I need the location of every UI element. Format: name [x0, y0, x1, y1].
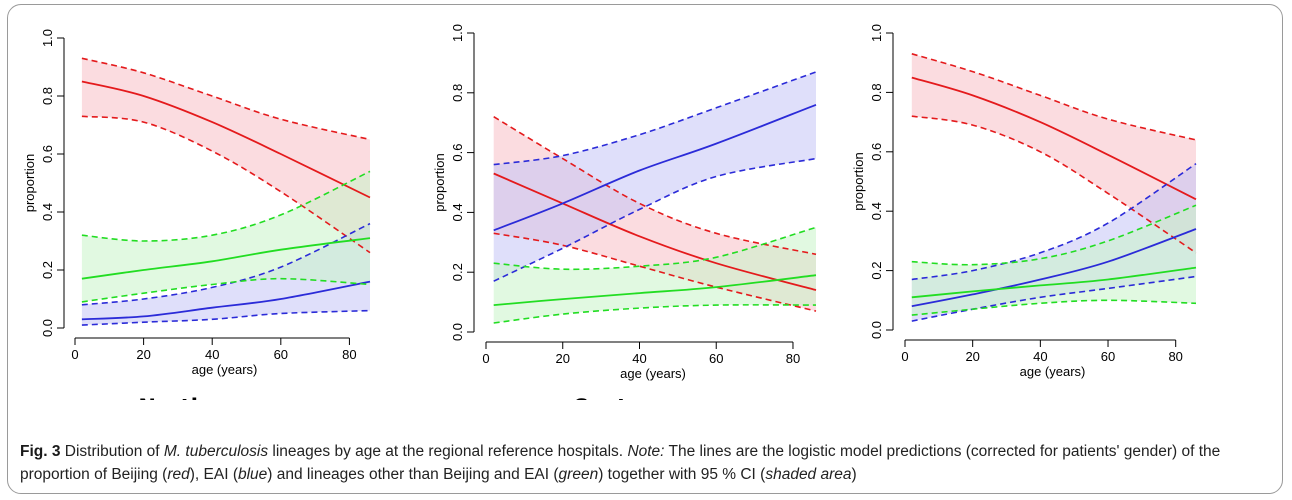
caption-shaded: shaded area [765, 466, 852, 483]
y-tick-label: 1.0 [869, 24, 884, 42]
x-axis-label: age (years) [620, 366, 686, 381]
x-axis-label: age (years) [1020, 364, 1086, 379]
figure-frame [7, 4, 1283, 494]
caption-green: green [558, 466, 599, 483]
eai-ci-band [81, 223, 371, 326]
caption-text-1: Distribution of [60, 443, 164, 460]
other-lower-bound [911, 299, 1197, 316]
panel-title: North [138, 395, 205, 400]
y-tick-label: 0.0 [450, 323, 465, 341]
beijing-lower-bound [81, 115, 371, 254]
caption-text-2: lineages by age at the regional referenc… [268, 443, 628, 460]
other-ci-band [493, 227, 816, 323]
other-ci-band [911, 205, 1196, 316]
x-tick-label: 20 [136, 347, 150, 362]
other-line [493, 274, 817, 306]
beijing-ci-band [911, 53, 1196, 253]
x-tick-label: 80 [342, 347, 356, 362]
beijing-lower-bound [493, 232, 817, 312]
other-line [81, 237, 371, 280]
beijing-upper-bound [493, 116, 817, 256]
x-tick-label: 40 [632, 351, 646, 366]
eai-line [81, 280, 371, 321]
other-lower-bound [493, 304, 817, 324]
caption-text-3: The lines are the logistic model predict… [20, 443, 1221, 483]
y-tick-label: 0.4 [869, 202, 884, 220]
panel-south: 0.0 0.2 0.4 0.6 0.8 1.0 proportion 0 20 40 60 80 age… [851, 24, 1197, 400]
y-tick-label: 0.2 [869, 262, 884, 280]
caption-fig-label: Fig. 3 [20, 443, 61, 460]
y-tick-label: 0.6 [450, 144, 465, 162]
x-tick-label: 60 [1101, 349, 1115, 364]
caption-blue: blue [237, 466, 268, 483]
x-tick-label: 80 [786, 351, 800, 366]
y-tick-label: 0.4 [450, 203, 465, 221]
x-tick-label: 0 [901, 349, 908, 364]
panel-title: Center [572, 395, 652, 400]
beijing-upper-bound [81, 57, 371, 141]
x-tick-label: 0 [482, 351, 489, 366]
caption-text-6: ) together with 95 % CI ( [598, 466, 766, 483]
caption-text-7: ) [851, 466, 857, 483]
y-tick-label: 0.8 [869, 83, 884, 101]
eai-line [493, 103, 817, 232]
x-tick-label: 40 [205, 347, 219, 362]
caption-note: Note: [627, 443, 665, 460]
y-tick-label: 0.2 [40, 261, 55, 279]
other-lower-bound [81, 277, 371, 303]
x-tick-label: 20 [556, 351, 570, 366]
beijing-line [911, 76, 1197, 201]
panel-north: 0.0 0.2 0.4 0.6 0.8 1.0 proportion 0 20 40 60 80 age… [22, 29, 371, 400]
figure-plots: 0.0 0.2 0.4 0.6 0.8 1.0 proportion 0 20 40 60 80 age… [22, 24, 1197, 400]
caption-red: red [167, 466, 190, 483]
beijing-upper-bound [911, 53, 1197, 141]
eai-upper-bound [81, 222, 371, 306]
eai-lower-bound [911, 275, 1197, 322]
eai-lower-bound [81, 309, 371, 326]
y-tick-label: 0.0 [869, 321, 884, 339]
panel-center: 0.0 0.2 0.4 0.6 0.8 1.0 proportion 0 20 40 60 80 age… [432, 24, 817, 400]
beijing-lower-bound [911, 115, 1197, 254]
y-axis-label: proportion [851, 152, 866, 211]
panel-title: South [1017, 399, 1087, 400]
x-tick-label: 0 [71, 347, 78, 362]
eai-lower-bound [493, 157, 817, 282]
x-axis-label: age (years) [192, 362, 258, 377]
other-upper-bound [81, 170, 371, 242]
y-tick-label: 0.6 [869, 143, 884, 161]
y-tick-label: 0.2 [450, 263, 465, 281]
y-tick-label: 0.4 [40, 203, 55, 221]
other-line [911, 266, 1197, 299]
eai-line [911, 228, 1197, 308]
caption-text-5: ) and lineages other than Beijing and EA… [267, 466, 559, 483]
y-tick-label: 0.8 [450, 84, 465, 102]
eai-upper-bound [911, 163, 1197, 281]
x-tick-label: 40 [1033, 349, 1047, 364]
eai-ci-band [493, 71, 816, 282]
y-tick-label: 0.8 [40, 87, 55, 105]
y-tick-label: 0.0 [40, 319, 55, 337]
y-axis-label: proportion [22, 154, 37, 213]
y-tick-label: 0.6 [40, 145, 55, 163]
x-tick-label: 80 [1168, 349, 1182, 364]
y-tick-label: 1.0 [450, 24, 465, 42]
beijing-line [81, 80, 371, 199]
y-tick-label: 1.0 [40, 29, 55, 47]
beijing-line [493, 172, 817, 291]
x-tick-label: 60 [709, 351, 723, 366]
beijing-ci-band [81, 58, 371, 253]
x-tick-label: 60 [274, 347, 288, 362]
caption-species: M. tuberculosis [163, 443, 269, 460]
x-tick-label: 20 [965, 349, 979, 364]
eai-upper-bound [493, 71, 817, 166]
figure-caption: Fig. 3 Distribution of M. tuberculosis l… [20, 440, 1275, 486]
y-axis-label: proportion [432, 153, 447, 212]
caption-text-4: ), EAI ( [189, 466, 238, 483]
